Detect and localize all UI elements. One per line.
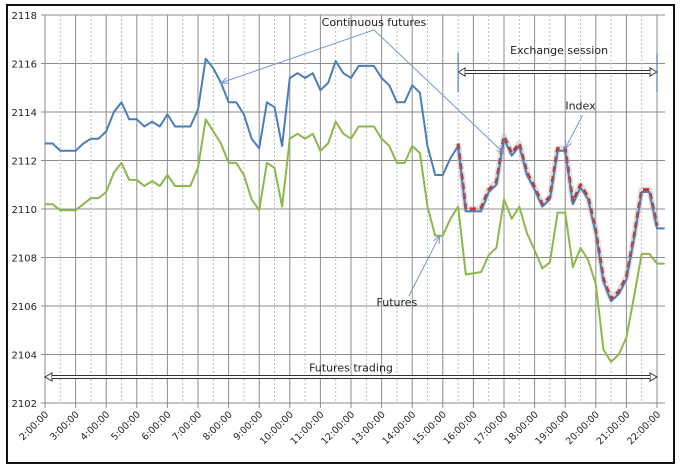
futures-line xyxy=(45,118,665,363)
index-arrow xyxy=(564,115,583,149)
arrowhead-right-icon xyxy=(649,372,659,382)
index-line xyxy=(456,134,659,301)
series-lines xyxy=(45,57,665,363)
exchange-session-label: Exchange session xyxy=(510,44,608,57)
y-axis: 2102 2104 2106 2108 2110 2112 2114 2116 2118 xyxy=(12,11,37,410)
arrowhead-right-icon xyxy=(649,67,659,77)
x-tick-label: 7:00:00 xyxy=(170,409,204,443)
continuous-futures-overlay xyxy=(457,138,658,302)
continuous-futures-arrow-head-icon xyxy=(219,77,229,84)
y-tick-label: 2114 xyxy=(12,108,37,119)
y-tick-label: 2104 xyxy=(12,351,37,362)
y-tick-label: 2118 xyxy=(12,11,37,22)
futures-arrow xyxy=(408,235,441,297)
continuous-futures-arrow xyxy=(373,29,505,154)
y-tick-label: 2108 xyxy=(12,254,37,265)
futures-trading-span xyxy=(43,372,659,382)
span-arrows xyxy=(43,53,659,382)
x-tick-label: 2:00:00 xyxy=(17,409,51,443)
y-tick-label: 2102 xyxy=(12,399,37,410)
y-tick-label: 2112 xyxy=(12,157,37,168)
y-tick-label: 2110 xyxy=(12,205,37,216)
chart-frame xyxy=(6,4,675,464)
continuous-futures-label: Continuous futures xyxy=(322,16,427,29)
x-tick-label: 8:00:00 xyxy=(201,409,235,443)
y-tick-label: 2106 xyxy=(12,302,37,313)
x-tick-label: 4:00:00 xyxy=(79,409,113,443)
x-tick-label: 3:00:00 xyxy=(48,409,82,443)
continuous-futures-arrow xyxy=(220,29,375,84)
exchange-session-span xyxy=(457,67,659,77)
continuous-futures-arrow-head-icon xyxy=(496,145,505,155)
arrowhead-left-icon xyxy=(43,372,53,382)
index-arrow-head-icon xyxy=(564,140,572,150)
gridlines xyxy=(41,14,665,408)
index-label: Index xyxy=(565,100,596,113)
futures-arrow-head-icon xyxy=(433,234,441,244)
x-tick-label: 5:00:00 xyxy=(109,409,143,443)
futures-trading-label: Futures trading xyxy=(309,361,393,374)
x-tick-label: 6:00:00 xyxy=(140,409,174,443)
x-tick-label: 22:00:00 xyxy=(625,409,663,447)
arrowhead-left-icon xyxy=(457,67,466,77)
futures-label: Futures xyxy=(377,296,418,309)
annotations: Continuous futures Exchange session Index F… xyxy=(219,16,608,374)
x-axis: 2:00:003:00:004:00:005:00:006:00:007:00:… xyxy=(17,409,663,447)
y-tick-label: 2116 xyxy=(12,60,37,71)
